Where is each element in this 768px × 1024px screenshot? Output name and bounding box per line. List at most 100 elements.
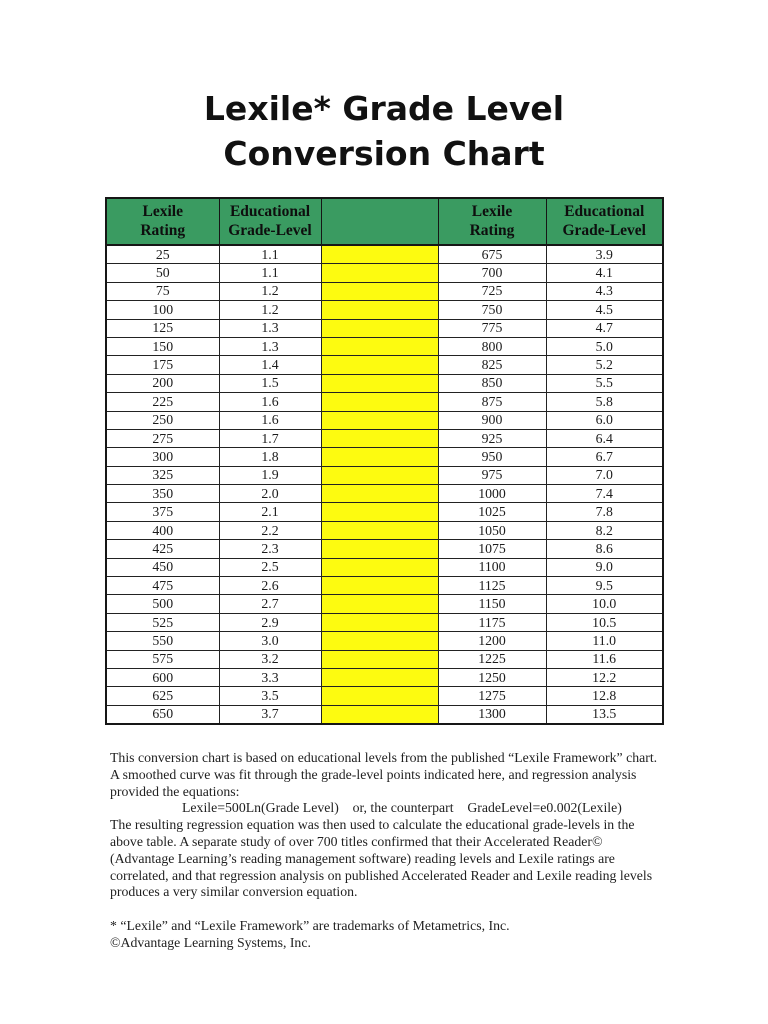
notes-paragraph-1: This conversion chart is based on educat…: [110, 750, 658, 799]
grade-level-left-cell: 1.7: [218, 428, 322, 449]
grade-level-right-cell: 5.5: [545, 373, 664, 394]
grade-level-right-cell: 8.2: [545, 520, 664, 541]
highlight-spacer-cell: [320, 410, 439, 430]
highlight-spacer-cell: [320, 355, 439, 375]
table-row: 600 3.3 1250 12.2: [105, 667, 664, 688]
lexile-rating-right-cell: 775: [437, 318, 547, 338]
highlight-spacer-cell: [320, 373, 439, 394]
lexile-rating-right-cell: 850: [437, 373, 547, 394]
lexile-rating-left-cell: 425: [105, 539, 220, 559]
highlight-spacer-cell: [320, 447, 439, 467]
lexile-rating-right-cell: 1250: [437, 667, 547, 688]
lexile-rating-right-cell: 1050: [437, 520, 547, 541]
table-row: 525 2.9 1175 10.5: [105, 612, 664, 633]
highlight-spacer-cell: [320, 631, 439, 651]
grade-level-right-cell: 5.2: [545, 355, 664, 375]
highlight-spacer-cell: [320, 594, 439, 614]
lexile-rating-right-cell: 750: [437, 300, 547, 320]
grade-level-right-cell: 5.0: [545, 336, 664, 357]
grade-level-left-cell: 2.6: [218, 576, 322, 596]
grade-level-left-cell: 3.2: [218, 649, 322, 669]
grade-level-right-cell: 6.7: [545, 447, 664, 467]
table-row: 450 2.5 1100 9.0: [105, 557, 664, 578]
lexile-rating-left-cell: 175: [105, 355, 220, 375]
grade-level-right-cell: 13.5: [545, 704, 664, 725]
highlight-spacer-cell: [320, 318, 439, 338]
grade-level-left-cell: 2.5: [218, 557, 322, 578]
page-title: Lexile* Grade Level Conversion Chart: [0, 86, 768, 176]
grade-level-left-cell: 1.3: [218, 318, 322, 338]
lexile-rating-right-cell: 800: [437, 336, 547, 357]
table-row: 275 1.7 925 6.4: [105, 428, 664, 449]
lexile-rating-right-cell: 725: [437, 281, 547, 302]
grade-level-left-cell: 2.7: [218, 594, 322, 614]
grade-level-right-cell: 5.8: [545, 392, 664, 412]
trademark-footnote: * “Lexile” and “Lexile Framework” are tr…: [110, 918, 510, 934]
table-row: 375 2.1 1025 7.8: [105, 502, 664, 522]
table-row: 300 1.8 950 6.7: [105, 447, 664, 467]
lexile-rating-left-cell: 450: [105, 557, 220, 578]
highlight-spacer-cell: [320, 539, 439, 559]
grade-level-right-cell: 12.8: [545, 686, 664, 706]
highlight-spacer-cell: [320, 502, 439, 522]
lexile-rating-right-cell: 1125: [437, 576, 547, 596]
table-row: 75 1.2 725 4.3: [105, 281, 664, 302]
title-line-2: Conversion Chart: [223, 134, 545, 173]
highlight-spacer-cell: [320, 704, 439, 725]
lexile-rating-left-cell: 300: [105, 447, 220, 467]
header-lexile-rating-right: Lexile Rating: [437, 197, 547, 246]
lexile-rating-left-cell: 375: [105, 502, 220, 522]
table-header-row: Lexile Rating Educational Grade-Level Le…: [105, 197, 664, 246]
lexile-rating-right-cell: 1275: [437, 686, 547, 706]
header-lexile-rating-left: Lexile Rating: [105, 197, 220, 246]
table-row: 650 3.7 1300 13.5: [105, 704, 664, 725]
grade-level-right-cell: 12.2: [545, 667, 664, 688]
lexile-rating-right-cell: 1300: [437, 704, 547, 725]
table-row: 25 1.1 675 3.9: [105, 244, 664, 265]
lexile-rating-left-cell: 250: [105, 410, 220, 430]
title-line-1: Lexile* Grade Level: [203, 89, 565, 128]
highlight-spacer-cell: [320, 612, 439, 633]
lexile-rating-left-cell: 200: [105, 373, 220, 394]
lexile-rating-right-cell: 700: [437, 263, 547, 283]
header-spacer-cell: [320, 197, 439, 246]
lexile-rating-left-cell: 100: [105, 300, 220, 320]
grade-level-left-cell: 3.5: [218, 686, 322, 706]
grade-level-right-cell: 4.1: [545, 263, 664, 283]
lexile-rating-left-cell: 575: [105, 649, 220, 669]
lexile-rating-left-cell: 125: [105, 318, 220, 338]
highlight-spacer-cell: [320, 244, 439, 265]
grade-level-right-cell: 4.5: [545, 300, 664, 320]
grade-level-right-cell: 6.4: [545, 428, 664, 449]
table-row: 125 1.3 775 4.7: [105, 318, 664, 338]
table-row: 350 2.0 1000 7.4: [105, 484, 664, 504]
lexile-rating-left-cell: 550: [105, 631, 220, 651]
table-row: 625 3.5 1275 12.8: [105, 686, 664, 706]
lexile-rating-left-cell: 150: [105, 336, 220, 357]
table-row: 50 1.1 700 4.1: [105, 263, 664, 283]
highlight-spacer-cell: [320, 520, 439, 541]
equation-line: Lexile=500Ln(Grade Level) or, the counte…: [182, 800, 622, 816]
grade-level-left-cell: 1.8: [218, 447, 322, 467]
grade-level-left-cell: 2.2: [218, 520, 322, 541]
lexile-rating-right-cell: 825: [437, 355, 547, 375]
lexile-rating-left-cell: 600: [105, 667, 220, 688]
lexile-rating-left-cell: 25: [105, 244, 220, 265]
grade-level-right-cell: 4.7: [545, 318, 664, 338]
lexile-rating-right-cell: 1175: [437, 612, 547, 633]
table-row: 250 1.6 900 6.0: [105, 410, 664, 430]
highlight-spacer-cell: [320, 649, 439, 669]
lexile-rating-left-cell: 650: [105, 704, 220, 725]
grade-level-right-cell: 3.9: [545, 244, 664, 265]
lexile-rating-right-cell: 1000: [437, 484, 547, 504]
notes-section: This conversion chart is based on educat…: [110, 750, 666, 952]
grade-level-right-cell: 4.3: [545, 281, 664, 302]
table-row: 200 1.5 850 5.5: [105, 373, 664, 394]
lexile-rating-left-cell: 475: [105, 576, 220, 596]
grade-level-right-cell: 9.0: [545, 557, 664, 578]
highlight-spacer-cell: [320, 557, 439, 578]
grade-level-left-cell: 1.1: [218, 263, 322, 283]
lexile-rating-left-cell: 500: [105, 594, 220, 614]
grade-level-right-cell: 9.5: [545, 576, 664, 596]
lexile-rating-right-cell: 1025: [437, 502, 547, 522]
